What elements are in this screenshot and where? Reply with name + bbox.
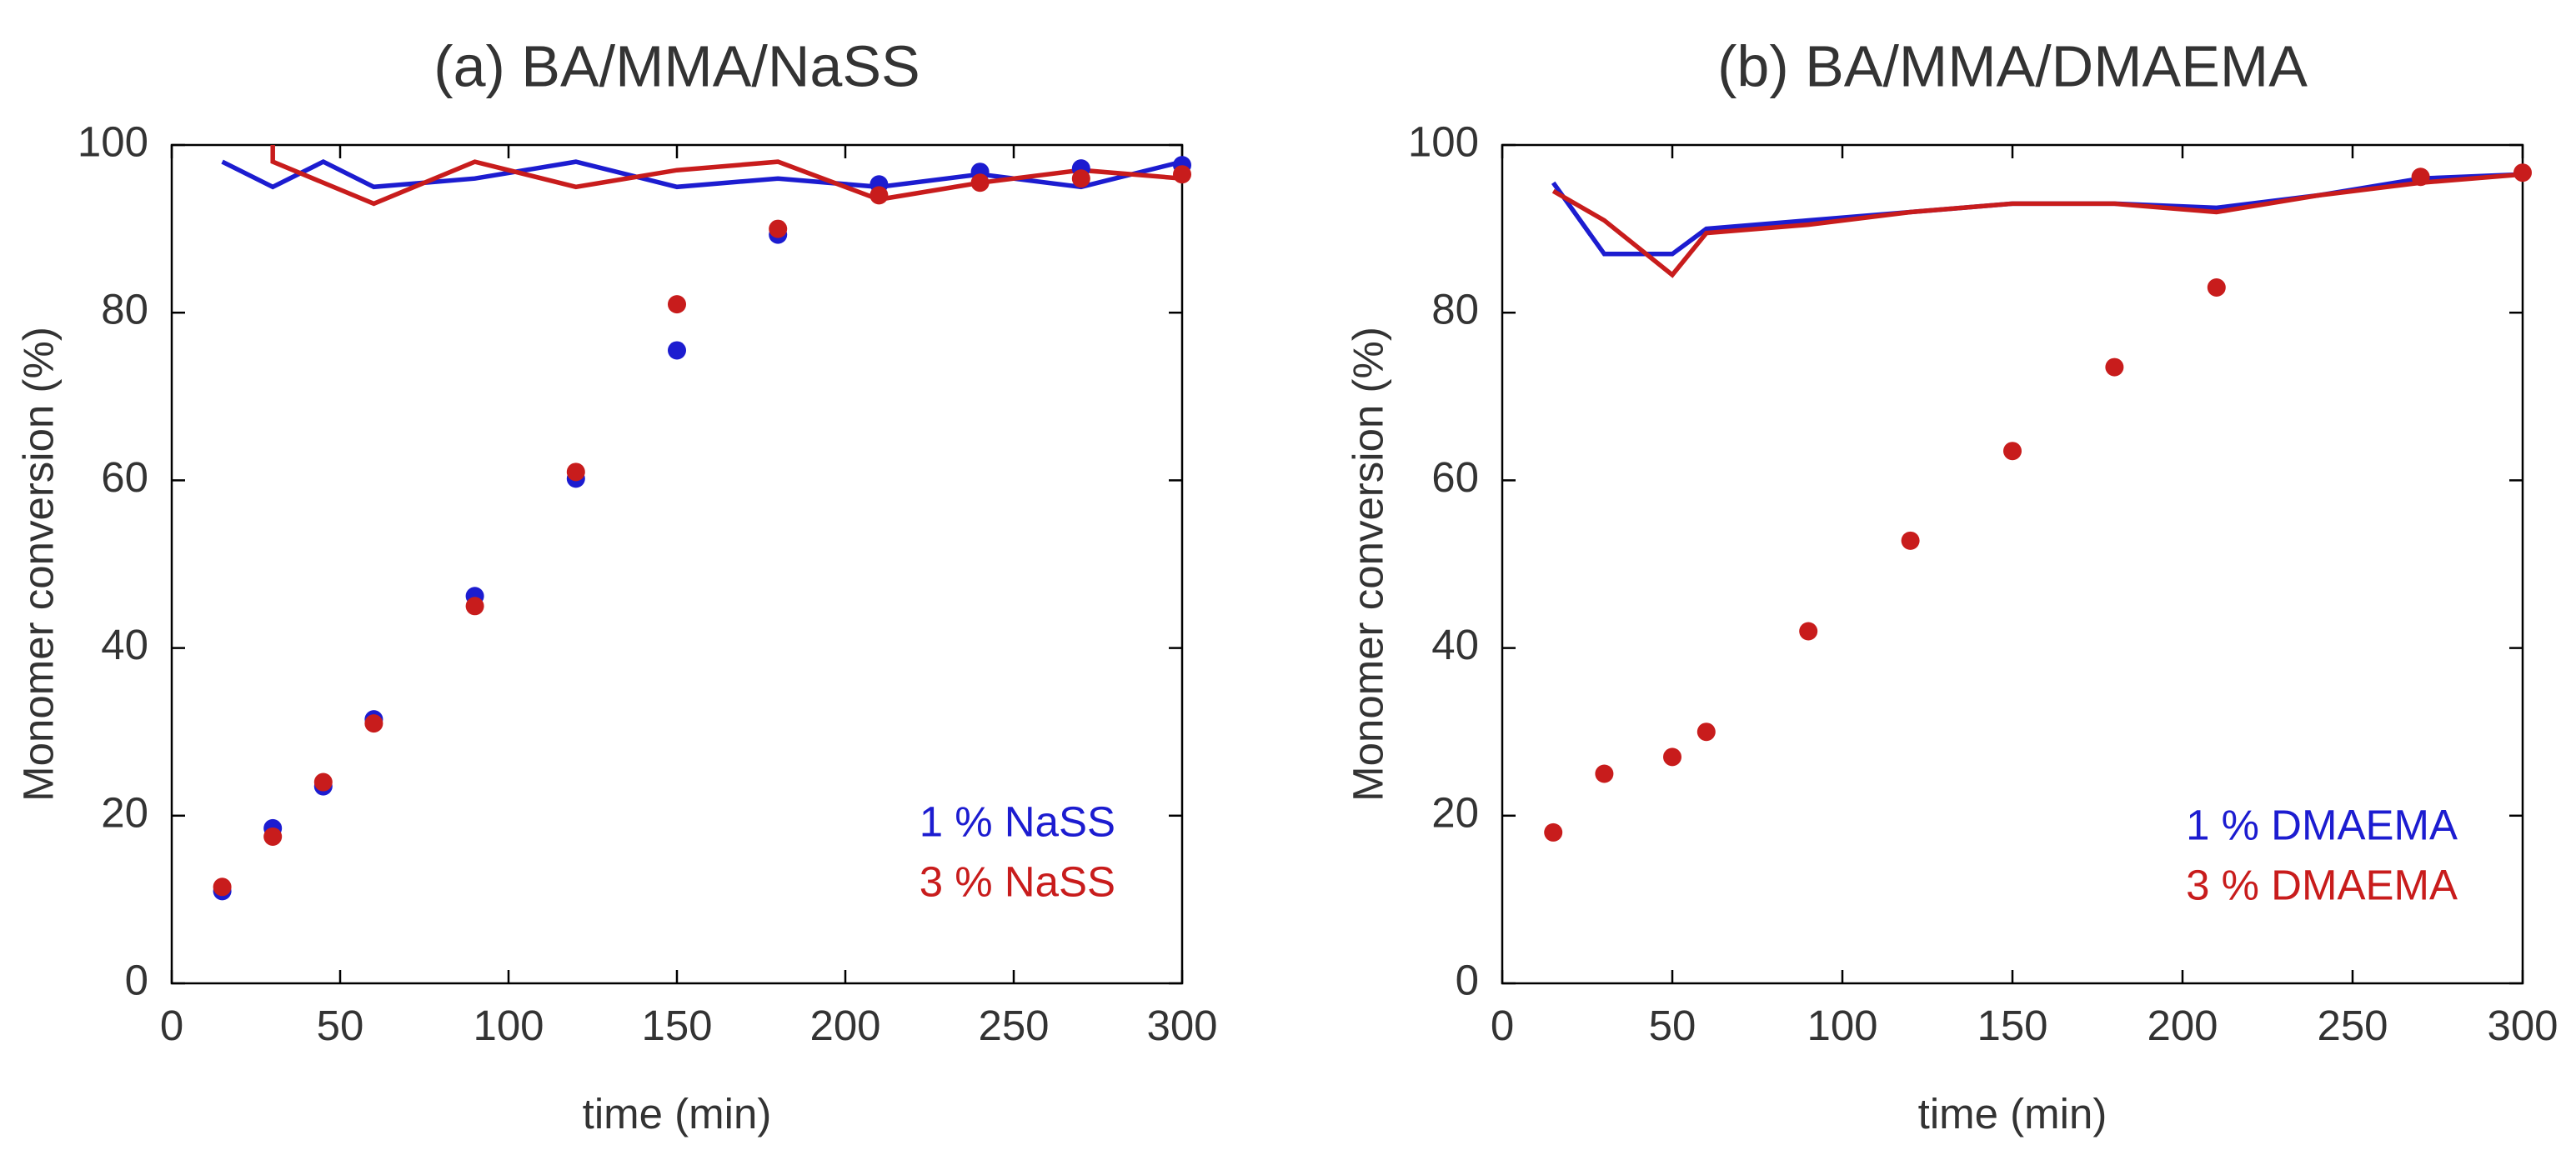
x-tick-label: 300 xyxy=(2487,1002,2558,1049)
x-tick-label: 300 xyxy=(1146,1002,1217,1049)
y-tick-label: 0 xyxy=(125,956,148,1003)
y-axis-label: Monomer conversion (%) xyxy=(14,327,62,802)
data-point-series-2 xyxy=(2105,358,2124,377)
x-tick-label: 200 xyxy=(2147,1002,2218,1049)
data-point-series-2 xyxy=(769,219,788,238)
data-point-series-2 xyxy=(1544,822,1563,842)
x-axis-label: time (min) xyxy=(583,1090,772,1138)
legend-entry-2: 3 % NaSS xyxy=(920,858,1115,905)
data-point-series-2 xyxy=(1696,722,1716,742)
data-point-series-2 xyxy=(2513,163,2532,182)
series-line-2 xyxy=(1551,172,2523,278)
x-tick-label: 200 xyxy=(809,1002,880,1049)
y-tick-label: 20 xyxy=(101,788,148,836)
y-tick-label: 80 xyxy=(1431,286,1479,333)
y-tick-label: 60 xyxy=(101,453,148,501)
data-point-series-2 xyxy=(364,714,383,733)
x-tick-label: 100 xyxy=(1807,1002,1877,1049)
chart-panel-2: (b) BA/MMA/DMAEMA 0 50 100 150 200 250 300 0 20 40… xyxy=(1344,33,2558,1138)
legend-entry-1: 1 % DMAEMA xyxy=(2186,801,2458,848)
data-point-series-2 xyxy=(213,878,232,897)
x-tick-label: 0 xyxy=(1491,1002,1514,1049)
data-point-series-2 xyxy=(465,597,484,616)
y-tick-label: 40 xyxy=(101,621,148,668)
data-point-series-2 xyxy=(1071,169,1090,188)
data-point-series-2 xyxy=(668,295,686,314)
series-line-1 xyxy=(221,159,1183,190)
y-tick-label: 100 xyxy=(78,118,148,165)
chart-panel-1: (a) BA/MMA/NaSS 0 50 100 150 200 250 300 0 20 40 60… xyxy=(14,33,1217,1138)
series-line-2 xyxy=(270,145,1183,207)
data-point-series-2 xyxy=(1663,748,1681,767)
data-point-series-2 xyxy=(1901,531,1920,550)
data-point-series-2 xyxy=(313,772,333,792)
x-tick-label: 250 xyxy=(2317,1002,2388,1049)
y-tick-label: 0 xyxy=(1456,956,1479,1003)
legend-entry-2: 3 % DMAEMA xyxy=(2186,861,2458,908)
y-tick-label: 100 xyxy=(1408,118,1479,165)
data-point-series-2 xyxy=(1595,764,1614,783)
data-point-series-2 xyxy=(870,186,889,205)
chart-title: (b) BA/MMA/DMAEMA xyxy=(1717,33,2308,98)
y-tick-label: 80 xyxy=(101,286,148,333)
data-point-series-2 xyxy=(970,173,990,192)
x-tick-label: 250 xyxy=(978,1002,1049,1049)
y-tick-label: 20 xyxy=(1431,788,1479,836)
x-tick-label: 150 xyxy=(1977,1002,2047,1049)
y-tick-label: 60 xyxy=(1431,453,1479,501)
data-point-series-2 xyxy=(2207,278,2226,298)
data-point-series-2 xyxy=(1799,622,1818,641)
legend-entry-1: 1 % NaSS xyxy=(920,798,1115,845)
data-point-series-2 xyxy=(263,827,283,846)
data-point-series-1 xyxy=(668,341,686,360)
x-tick-label: 0 xyxy=(160,1002,183,1049)
chart-title: (a) BA/MMA/NaSS xyxy=(434,33,920,98)
data-point-series-2 xyxy=(2411,168,2430,187)
data-point-series-2 xyxy=(566,462,585,482)
data-point-series-2 xyxy=(1173,165,1191,184)
data-point-series-2 xyxy=(2003,442,2022,461)
y-axis-label: Monomer conversion (%) xyxy=(1344,327,1391,802)
x-tick-label: 50 xyxy=(317,1002,364,1049)
x-tick-label: 50 xyxy=(1649,1002,1696,1049)
x-tick-label: 100 xyxy=(473,1002,544,1049)
y-tick-label: 40 xyxy=(1431,621,1479,668)
plot-frame xyxy=(1501,143,2524,985)
x-axis-label: time (min) xyxy=(1918,1090,2107,1138)
x-tick-label: 150 xyxy=(641,1002,712,1049)
